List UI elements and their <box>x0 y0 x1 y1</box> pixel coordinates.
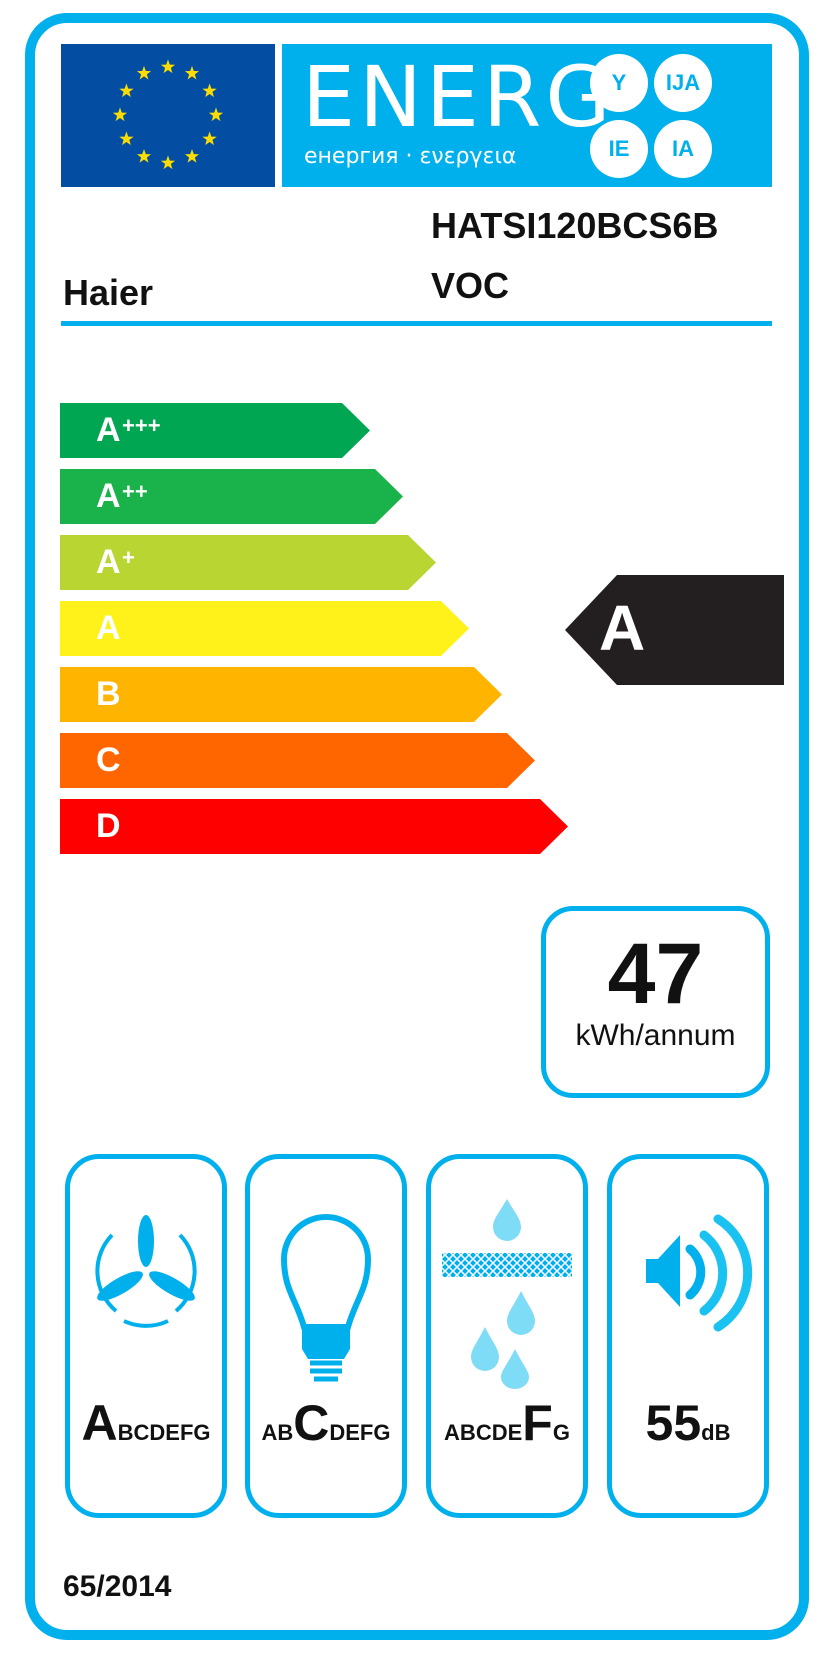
class-bar: A ++ <box>60 469 403 524</box>
consumption-box: 47 kWh/annum <box>541 906 770 1098</box>
grease-filter-icon <box>442 1199 572 1389</box>
regulation-number: 65/2014 <box>63 1570 172 1603</box>
eu-star <box>160 155 176 170</box>
energy-banner: ENERG енергия · ενεργεια Y IJA IE IA <box>282 44 772 187</box>
fluid-dynamic-efficiency-card: ABCDEFG <box>65 1154 227 1518</box>
consumption-unit: kWh/annum <box>575 1019 736 1052</box>
class-bar: A <box>60 601 469 656</box>
class-label: A <box>96 411 121 449</box>
eu-star <box>160 59 176 74</box>
eu-star <box>119 83 134 98</box>
fan-class: ABCDEFG <box>81 1395 211 1451</box>
speaker-icon <box>646 1214 753 1332</box>
light-bulb-icon <box>280 1214 372 1382</box>
eu-star <box>112 107 128 122</box>
class-bar: B <box>60 667 502 722</box>
class-label: D <box>96 807 121 845</box>
energy-word: ENERG <box>302 48 615 146</box>
suffix-ija: IJA <box>654 54 712 112</box>
grease-class: ABCDEFG <box>444 1395 570 1451</box>
consumption-value: 47 <box>607 926 704 1022</box>
eu-star <box>184 65 200 80</box>
grease-filtering-card: ABCDEFG <box>426 1154 588 1518</box>
class-label: A <box>96 477 121 515</box>
class-label: C <box>96 741 121 779</box>
class-plus: + <box>122 545 135 570</box>
energy-subtitle: енергия · ενεργεια <box>304 144 517 169</box>
model-line-1: HATSI120BCS6B <box>431 205 719 246</box>
class-label: B <box>96 675 121 713</box>
class-bar: C <box>60 733 535 788</box>
class-bar: A +++ <box>60 403 370 458</box>
eu-star <box>136 149 152 163</box>
suffix-y: Y <box>590 54 648 112</box>
lighting-efficiency-card: ABCDEFG <box>245 1154 407 1518</box>
label-frame <box>25 13 809 1640</box>
model-line-2: VOC <box>431 265 510 306</box>
noise-card: 55dB <box>607 1154 769 1518</box>
eu-star <box>119 131 134 146</box>
eu-star <box>208 107 224 122</box>
rating-arrow: A <box>565 575 784 685</box>
eu-star <box>202 83 217 98</box>
lighting-class: ABCDEFG <box>261 1395 391 1451</box>
rating-class: A <box>599 592 646 664</box>
divider <box>61 321 772 326</box>
class-bar: D <box>60 799 568 854</box>
noise-level: 55dB <box>645 1395 731 1451</box>
class-label: A <box>96 609 121 647</box>
eu-star <box>184 149 200 163</box>
eu-stars-icon <box>112 59 224 170</box>
suffix-ia: IA <box>654 120 712 178</box>
eu-star <box>136 65 152 80</box>
class-bar: A + <box>60 535 436 590</box>
class-plus: ++ <box>122 479 148 504</box>
suffix-ie: IE <box>590 120 648 178</box>
eu-star <box>202 131 217 146</box>
eu-flag <box>61 44 275 187</box>
class-plus: +++ <box>122 413 161 438</box>
supplier-name: Haier <box>63 272 154 313</box>
class-label: A <box>96 543 121 581</box>
fan-icon <box>95 1215 197 1328</box>
